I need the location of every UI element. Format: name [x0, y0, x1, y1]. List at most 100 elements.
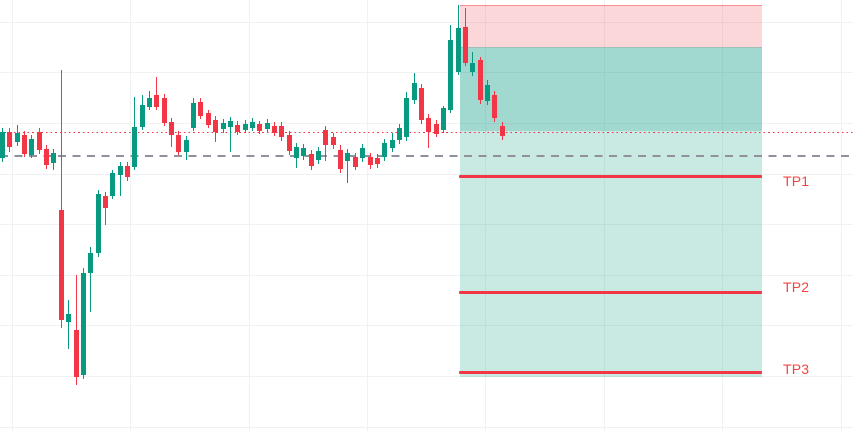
candle-wick: [90, 247, 92, 312]
candle-down: [308, 154, 314, 166]
baseline-dashed-line[interactable]: [0, 154, 853, 157]
stop-loss-zone: [460, 4, 762, 48]
candle-up: [0, 132, 5, 158]
candle-up: [66, 314, 72, 322]
grid-line-vertical: [840, 0, 842, 431]
candle-up: [448, 40, 454, 110]
candle-down: [154, 95, 160, 107]
grid-line-vertical: [722, 0, 724, 431]
candle-wick: [156, 77, 158, 110]
candle-up: [191, 103, 197, 128]
candle-up: [242, 124, 248, 130]
candle-down: [58, 210, 64, 320]
candle-up: [88, 253, 94, 273]
candle-up: [264, 123, 270, 129]
grid-line-vertical: [603, 0, 605, 431]
candle-down: [286, 135, 292, 151]
candle-down: [330, 137, 336, 145]
candle-up: [51, 153, 57, 163]
tp2-label: TP2: [783, 279, 810, 295]
candle-down: [463, 27, 469, 63]
candle-up: [294, 147, 299, 158]
grid-line-horizontal: [0, 274, 853, 276]
candle-down: [338, 150, 344, 169]
grid-line-vertical: [130, 0, 132, 431]
candle-down: [124, 166, 130, 177]
candle-up: [470, 63, 476, 72]
candle-wick: [68, 300, 70, 349]
grid-line-horizontal: [0, 21, 853, 23]
entry-price-dotted-line[interactable]: [0, 131, 853, 134]
candle-down: [418, 88, 424, 120]
candle-down: [492, 95, 498, 118]
grid-line-vertical: [485, 0, 487, 431]
candle-down: [102, 196, 108, 208]
candle-wick: [119, 162, 121, 196]
candle-up: [147, 98, 152, 107]
candle-down: [169, 122, 175, 135]
candle-up: [389, 140, 395, 148]
candle-up: [249, 122, 255, 128]
candle-up: [485, 85, 491, 101]
candle-wick: [60, 70, 62, 328]
candle-down: [367, 157, 373, 165]
candle-down: [198, 102, 204, 116]
profit-zone-upper: [460, 46, 762, 131]
candle-up: [183, 140, 189, 152]
candle-down: [36, 132, 42, 150]
tp3-label: TP3: [783, 360, 810, 377]
candle-down: [433, 124, 439, 134]
candle-down: [161, 98, 167, 123]
candle-up: [227, 121, 233, 127]
candle-up: [345, 153, 351, 161]
candle-up: [132, 127, 138, 167]
candle-up: [382, 143, 388, 157]
candle-down: [499, 126, 505, 136]
candle-up: [404, 98, 410, 137]
candle-up: [455, 28, 461, 72]
candle-up: [301, 148, 307, 156]
candle-up: [441, 108, 446, 130]
candle-up: [411, 83, 417, 100]
candle-up: [14, 133, 20, 142]
candle-up: [80, 273, 86, 375]
grid-line-vertical: [11, 0, 13, 431]
candle-up: [95, 194, 101, 253]
candle-down: [323, 130, 329, 145]
grid-line-horizontal: [0, 426, 853, 428]
candle-down: [477, 60, 483, 100]
candle-up: [220, 123, 226, 129]
candle-wick: [104, 192, 106, 225]
candle-down: [374, 158, 380, 164]
candle-down: [271, 126, 277, 133]
candle-down: [352, 157, 358, 167]
grid-line-vertical: [248, 0, 250, 431]
candle-up: [110, 173, 116, 196]
candle-down: [426, 118, 432, 132]
candle-down: [205, 113, 211, 125]
tp1-label: TP1: [783, 173, 810, 189]
candle-down: [176, 135, 182, 152]
tp1-line[interactable]: [459, 175, 762, 178]
grid-line-horizontal: [0, 173, 853, 175]
tp2-line[interactable]: [459, 291, 762, 294]
profit-zone-lower: [460, 131, 762, 377]
candle-up: [360, 148, 366, 158]
candle-down: [73, 330, 79, 377]
candle-up: [316, 151, 322, 160]
grid-line-horizontal: [0, 375, 853, 377]
candle-down: [257, 124, 263, 131]
candle-down: [213, 120, 219, 132]
candle-down: [22, 135, 28, 154]
candle-up: [139, 105, 145, 127]
candle-down: [235, 125, 241, 132]
candle-down: [7, 132, 13, 147]
grid-line-horizontal: [0, 325, 853, 327]
grid-line-horizontal: [0, 224, 853, 226]
candle-up: [29, 139, 35, 155]
candle-down: [279, 126, 285, 137]
candle-wick: [229, 117, 231, 152]
tp3-line[interactable]: [459, 371, 762, 374]
grid-line-horizontal: [0, 72, 853, 74]
